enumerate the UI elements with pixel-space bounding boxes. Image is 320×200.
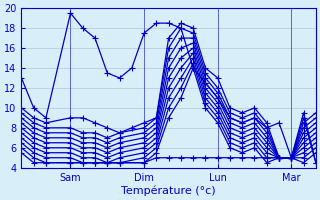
X-axis label: Température (°c): Température (°c)	[121, 185, 216, 196]
